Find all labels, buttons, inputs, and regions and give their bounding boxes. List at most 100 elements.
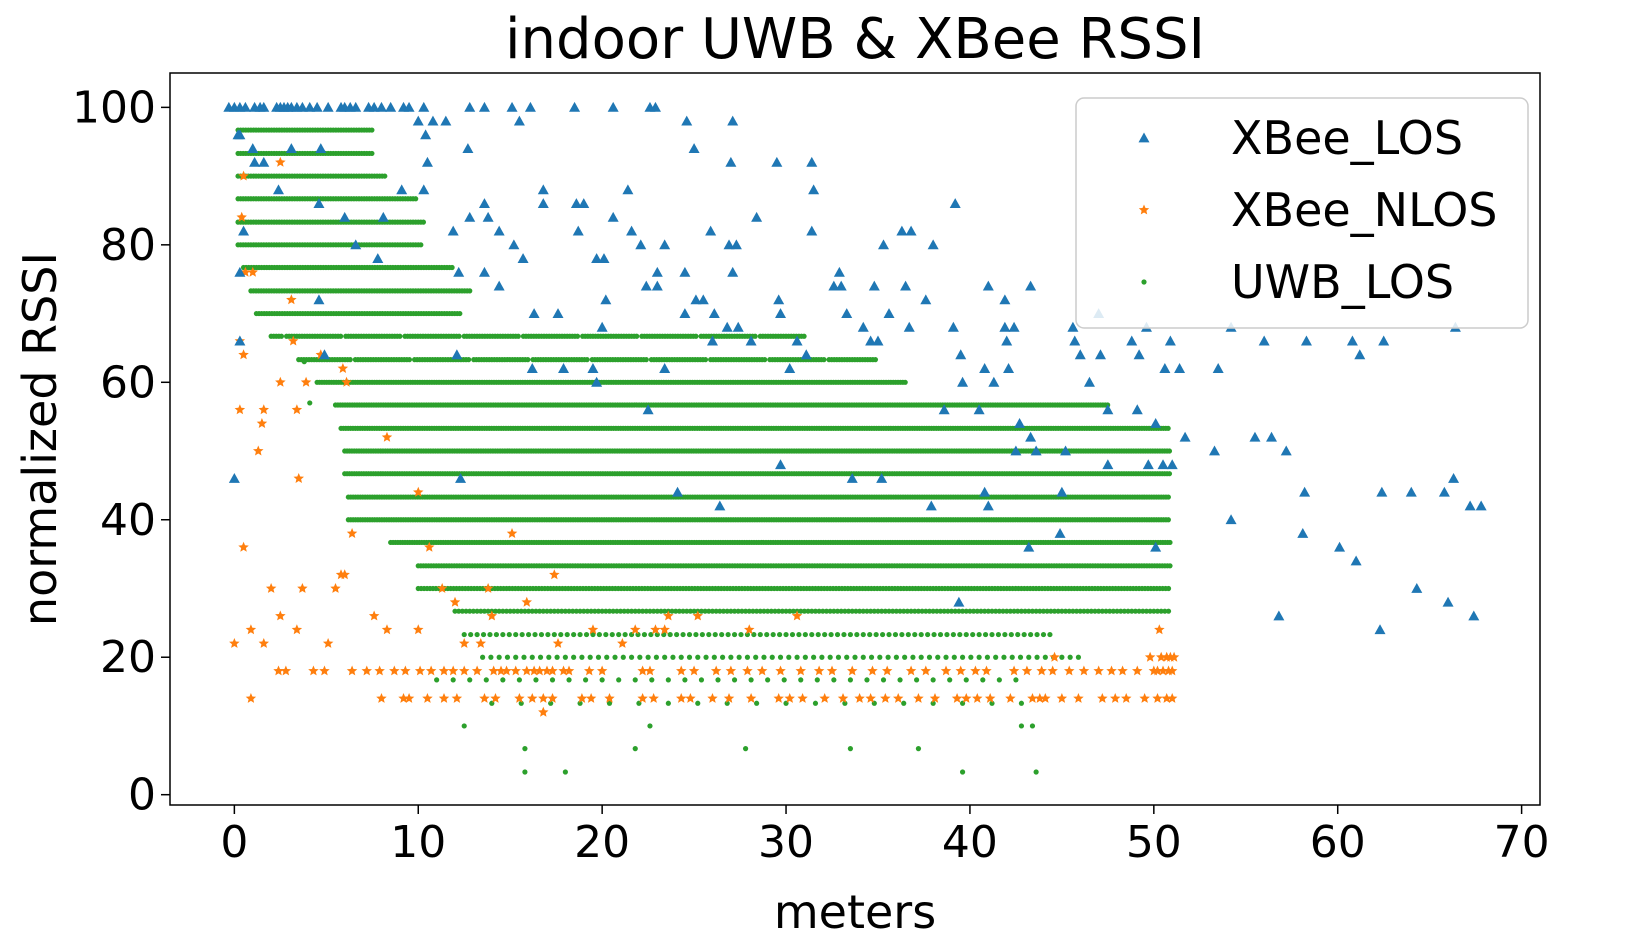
data-point-uwb-los xyxy=(1077,608,1083,614)
data-point-uwb-los xyxy=(522,746,528,752)
data-point-uwb-los xyxy=(937,608,944,614)
data-point-xbee-los xyxy=(920,294,932,305)
data-point-uwb-los xyxy=(963,631,969,638)
data-point-uwb-los xyxy=(748,677,754,683)
data-point-uwb-los xyxy=(989,608,995,614)
data-point-uwb-los xyxy=(790,608,796,614)
data-point-xbee-nlos xyxy=(510,665,521,676)
data-point-uwb-los xyxy=(584,608,591,614)
data-point-xbee-nlos xyxy=(475,638,486,648)
data-point-xbee-nlos xyxy=(905,665,917,676)
data-point-xbee-nlos xyxy=(685,693,696,703)
data-point-uwb-los xyxy=(957,631,963,638)
series-xbee-los xyxy=(223,101,1487,635)
data-point-uwb-los xyxy=(564,631,570,638)
data-point-xbee-nlos xyxy=(341,376,352,387)
data-point-uwb-los xyxy=(529,608,535,614)
data-point-xbee-nlos xyxy=(547,693,558,703)
data-point-uwb-los xyxy=(787,608,793,614)
data-point-uwb-los xyxy=(647,608,653,614)
data-point-uwb-los xyxy=(864,608,870,614)
data-point-uwb-los xyxy=(978,608,984,614)
data-point-uwb-los xyxy=(982,608,988,614)
data-point-xbee-nlos xyxy=(707,693,718,703)
data-point-xbee-nlos xyxy=(972,693,983,703)
data-point-xbee-los xyxy=(732,321,744,332)
data-point-xbee-nlos xyxy=(837,693,849,703)
data-point-xbee-nlos xyxy=(256,418,268,428)
data-point-xbee-los xyxy=(828,280,840,291)
data-point-xbee-nlos xyxy=(880,693,891,703)
data-point-uwb-los xyxy=(815,631,821,638)
data-point-xbee-nlos xyxy=(929,693,941,703)
data-point-xbee-nlos xyxy=(637,665,648,676)
data-point-uwb-los xyxy=(596,631,602,638)
data-point-uwb-los xyxy=(1008,631,1014,638)
data-point-uwb-los xyxy=(1103,608,1109,614)
data-point-uwb-los xyxy=(821,357,827,363)
data-point-xbee-los xyxy=(708,308,720,318)
data-point-uwb-los xyxy=(1118,608,1124,614)
data-point-xbee-nlos xyxy=(521,665,532,676)
data-point-xbee-nlos xyxy=(784,693,795,703)
data-point-xbee-nlos xyxy=(955,665,966,676)
data-point-uwb-los xyxy=(549,677,556,683)
data-point-xbee-los xyxy=(234,266,246,277)
data-point-xbee-nlos xyxy=(253,445,264,456)
y-tick-label: 100 xyxy=(72,82,156,133)
data-point-uwb-los xyxy=(674,631,680,638)
data-point-uwb-los xyxy=(706,608,712,614)
data-point-xbee-los xyxy=(771,156,783,167)
data-point-uwb-los xyxy=(684,608,690,614)
data-point-uwb-los xyxy=(507,608,513,614)
data-point-uwb-los xyxy=(478,608,484,614)
data-point-uwb-los xyxy=(699,631,705,638)
data-point-uwb-los xyxy=(947,677,953,683)
data-point-uwb-los xyxy=(555,608,561,614)
data-point-uwb-los xyxy=(1165,517,1171,523)
data-point-xbee-los xyxy=(651,280,663,291)
data-point-uwb-los xyxy=(715,677,721,683)
data-point-uwb-los xyxy=(518,608,524,614)
data-point-xbee-los xyxy=(427,115,439,126)
data-point-uwb-los xyxy=(1073,608,1080,614)
data-point-uwb-los xyxy=(1167,539,1173,546)
data-point-uwb-los xyxy=(796,631,802,638)
data-point-uwb-los xyxy=(1047,631,1053,638)
data-point-uwb-los xyxy=(620,654,626,660)
data-point-uwb-los xyxy=(519,631,525,638)
y-tick-label: 60 xyxy=(100,357,156,408)
data-point-xbee-nlos xyxy=(459,665,470,676)
data-point-xbee-nlos xyxy=(1005,693,1016,703)
data-point-uwb-los xyxy=(1147,608,1153,614)
data-point-uwb-los xyxy=(577,608,583,614)
data-point-xbee-nlos xyxy=(604,693,615,703)
data-point-uwb-los xyxy=(943,654,949,660)
data-point-xbee-los xyxy=(493,280,505,291)
data-point-uwb-los xyxy=(546,654,552,660)
data-point-uwb-los xyxy=(765,608,771,614)
data-point-uwb-los xyxy=(654,608,660,614)
data-point-uwb-los xyxy=(1051,608,1058,614)
data-point-uwb-los xyxy=(968,654,974,660)
data-point-uwb-los xyxy=(777,631,783,638)
data-point-uwb-los xyxy=(625,608,631,614)
data-point-uwb-los xyxy=(823,608,830,614)
data-point-xbee-los xyxy=(947,321,959,332)
data-point-uwb-los xyxy=(449,264,455,271)
data-point-xbee-los xyxy=(607,101,619,112)
data-point-uwb-los xyxy=(1165,585,1172,592)
data-point-xbee-nlos xyxy=(238,170,249,181)
data-point-uwb-los xyxy=(614,608,620,614)
data-point-xbee-los xyxy=(482,211,494,222)
data-point-xbee-nlos xyxy=(1167,693,1178,703)
data-point-xbee-nlos xyxy=(286,294,297,305)
data-point-uwb-los xyxy=(1034,631,1040,638)
data-point-xbee-nlos xyxy=(538,706,549,717)
data-point-xbee-los xyxy=(600,294,612,305)
data-point-xbee-los xyxy=(377,211,389,222)
data-point-uwb-los xyxy=(941,608,947,614)
data-point-uwb-los xyxy=(467,677,473,683)
data-point-xbee-los xyxy=(447,225,459,236)
data-point-uwb-los xyxy=(1022,608,1028,614)
